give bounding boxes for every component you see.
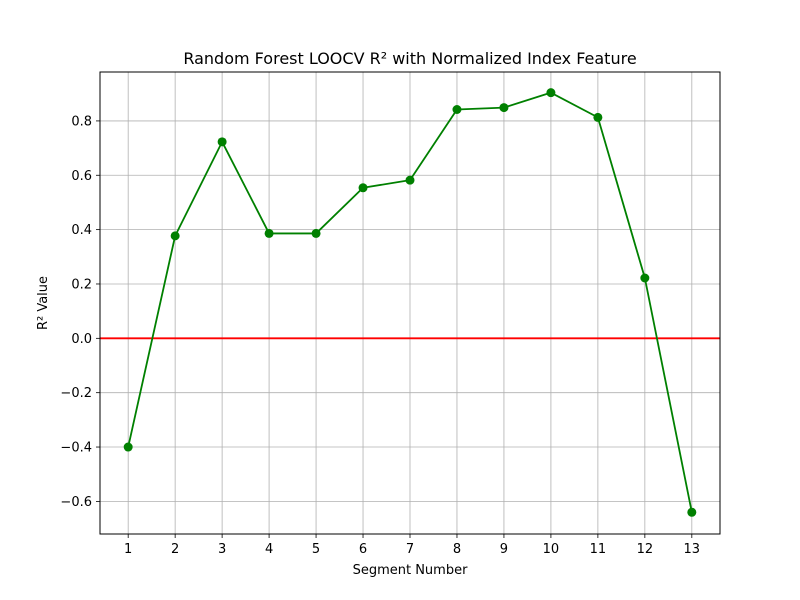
y-tick-label: 0.8 — [71, 114, 92, 129]
y-tick-label: −0.6 — [60, 495, 92, 510]
data-point — [452, 105, 462, 115]
data-point — [499, 103, 509, 113]
data-point — [217, 137, 227, 147]
axis-ticks: 1 2 3 4 5 6 7 8 9 10 11 12 13−0.6−0.4−0.20.00.20.40.… — [60, 114, 700, 557]
data-point — [405, 175, 415, 185]
x-tick-label: 8 — [453, 542, 461, 557]
data-point — [687, 507, 697, 517]
data-point — [358, 183, 368, 193]
data-point — [123, 442, 133, 452]
data-point — [170, 231, 180, 241]
x-tick-label: 3 — [218, 542, 226, 557]
y-tick-label: 0.0 — [71, 332, 92, 347]
x-tick-label: 9 — [500, 542, 508, 557]
y-tick-label: 0.6 — [71, 169, 92, 184]
x-tick-label: 1 — [124, 542, 132, 557]
y-tick-label: −0.2 — [60, 386, 92, 401]
y-tick-label: −0.4 — [60, 441, 92, 456]
y-tick-label: 0.2 — [71, 277, 92, 292]
data-point — [264, 228, 274, 238]
data-point — [640, 273, 650, 283]
x-tick-label: 2 — [171, 542, 179, 557]
chart-title: Random Forest LOOCV R² with Normalized I… — [183, 49, 636, 68]
data-point — [546, 88, 556, 98]
y-axis-label: R² Value — [36, 276, 51, 330]
data-point — [593, 112, 603, 122]
x-axis-label: Segment Number — [353, 563, 469, 578]
x-tick-label: 7 — [406, 542, 414, 557]
x-tick-label: 5 — [312, 542, 320, 557]
series-group — [123, 88, 697, 517]
x-tick-label: 11 — [590, 542, 607, 557]
x-tick-label: 13 — [684, 542, 701, 557]
x-tick-label: 10 — [543, 542, 560, 557]
data-point — [311, 228, 321, 238]
x-tick-label: 12 — [637, 542, 654, 557]
x-tick-label: 4 — [265, 542, 273, 557]
y-tick-label: 0.4 — [71, 223, 92, 238]
x-tick-label: 6 — [359, 542, 367, 557]
